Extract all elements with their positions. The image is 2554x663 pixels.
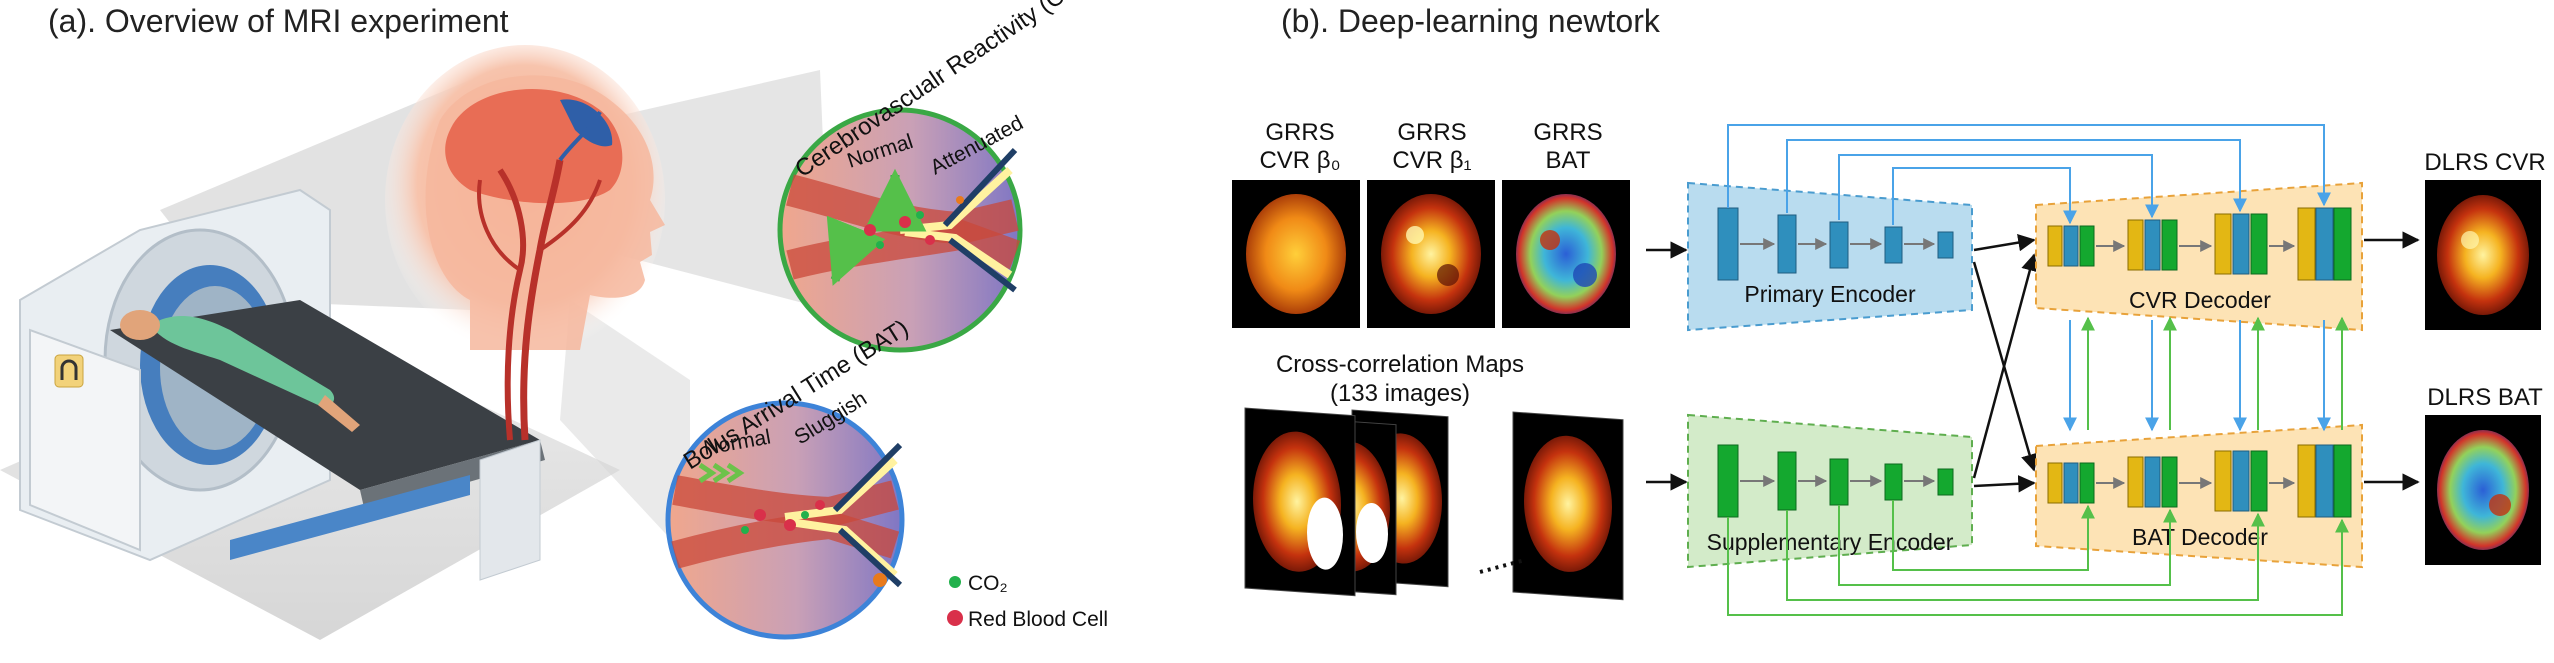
legend-rbc-swatch [947, 610, 963, 626]
legend-co2-label: CO₂ [968, 572, 1008, 595]
output-cvr-label: DLRS CVR [2424, 149, 2545, 176]
skip-connections-primary [1727, 124, 2331, 432]
input-label-bat-line2: BAT [1546, 147, 1591, 174]
supplementary-encoder: Supplementary Encoder [1687, 413, 1973, 569]
output-bat-label: DLRS BAT [2427, 384, 2543, 411]
input-label-beta1-line1: GRRS [1397, 119, 1466, 146]
arrow-primary-to-cvr [1973, 233, 2036, 252]
bat-decoder: BAT Decoder [2035, 423, 2363, 569]
head-illustration [385, 45, 665, 441]
bat-decoder-label: BAT Decoder [2132, 524, 2268, 550]
xcorr-label-line2: (133 images) [1330, 380, 1470, 407]
xcorr-map-1 [1244, 407, 1356, 597]
arrow-supp-to-bat [1973, 475, 2036, 493]
arrow-supp-to-cvr [1972, 253, 2039, 479]
primary-encoder: Primary Encoder [1687, 181, 1973, 332]
cvr-decoder-label: CVR Decoder [2129, 287, 2271, 313]
cvr-decoder: CVR Decoder [2035, 181, 2363, 332]
bat-decoder-blocks [2047, 444, 2352, 518]
xcorr-map-stack [1244, 407, 1624, 601]
cvr-decoder-blocks [2047, 207, 2352, 281]
legend-co2-swatch [949, 576, 961, 588]
legend: CO₂ Red Blood Cell [947, 572, 1108, 631]
bat-inset: Normal Sluggish [665, 387, 905, 640]
input-label-beta0-line1: GRRS [1265, 119, 1334, 146]
input-label-beta1-line2: CVR β₁ [1392, 147, 1471, 174]
xcorr-label-line1: Cross-correlation Maps [1276, 351, 1524, 378]
panel-a-title: (a). Overview of MRI experiment [48, 3, 509, 39]
projection-cone-bat [560, 300, 690, 560]
skip-connections-supplementary [1727, 316, 2349, 616]
output-image-cvr [2425, 180, 2541, 330]
panel-b: (b). Deep-learning newtork GRRS CVR β₀ G… [1232, 3, 2546, 616]
input-label-bat-line1: GRRS [1533, 119, 1602, 146]
input-image-cvr-beta0 [1232, 180, 1360, 328]
panel-b-title: (b). Deep-learning newtork [1281, 3, 1661, 39]
input-image-cvr-beta1 [1367, 180, 1495, 328]
xcorr-map-last [1512, 411, 1624, 601]
legend-rbc-label: Red Blood Cell [968, 608, 1108, 631]
primary-encoder-label: Primary Encoder [1744, 281, 1916, 307]
output-image-bat [2425, 415, 2541, 565]
input-image-bat [1502, 180, 1630, 328]
supplementary-encoder-label: Supplementary Encoder [1707, 529, 1954, 555]
panel-a: (a). Overview of MRI experiment [0, 0, 1108, 640]
mri-scanner [19, 188, 545, 581]
input-label-beta0-line2: CVR β₀ [1259, 147, 1340, 174]
